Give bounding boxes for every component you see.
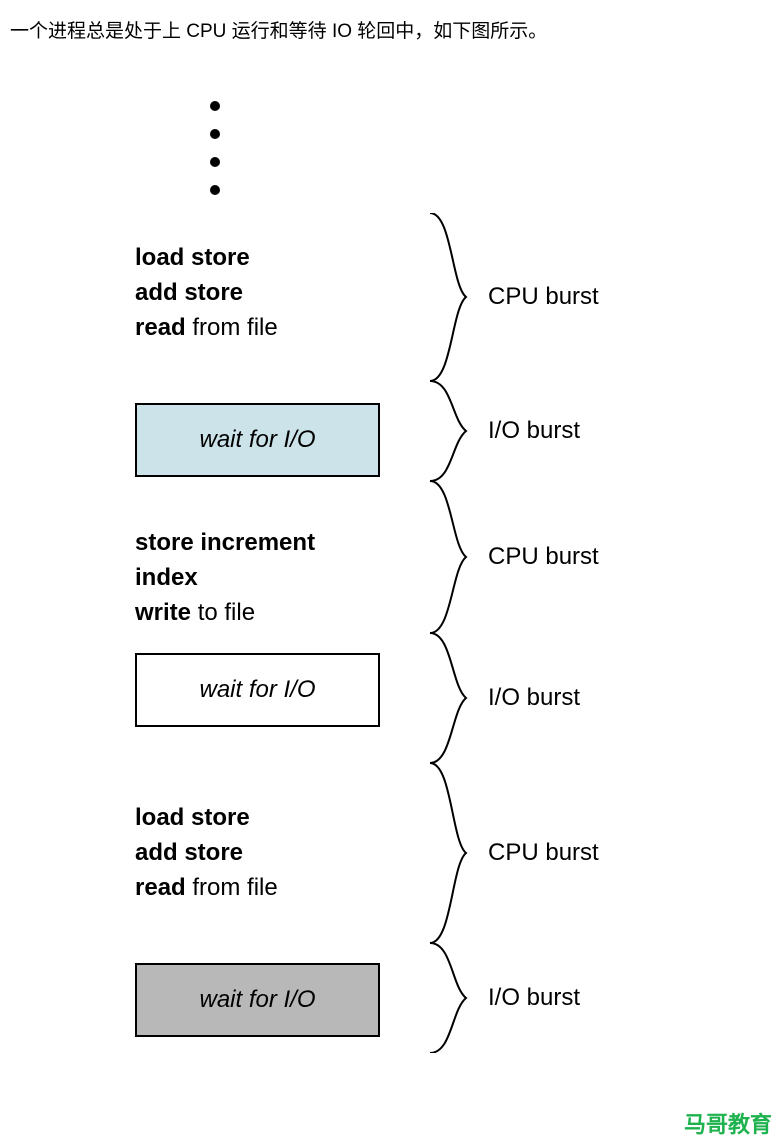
cpu-burst-block: store incrementindexwrite to file [135, 508, 315, 648]
brace-icon [430, 481, 470, 633]
cpu-burst-block: load storeadd storeread from file [135, 783, 278, 923]
io-burst-label: I/O burst [488, 417, 580, 445]
brace-icon [430, 943, 470, 1053]
intro-text: 一个进程总是处于上 CPU 运行和等待 IO 轮回中，如下图所示。 [0, 0, 780, 43]
diagram-left-column: load storeadd storeread from filewait fo… [0, 83, 430, 213]
brace-group: CPU burst [430, 763, 760, 943]
brace-icon [430, 633, 470, 763]
brace-group: I/O burst [430, 943, 760, 1053]
brace-group: CPU burst [430, 213, 760, 381]
cpu-burst-block: load storeadd storeread from file [135, 223, 278, 363]
cpu-burst-label: CPU burst [488, 839, 599, 867]
cpu-burst-label: CPU burst [488, 543, 599, 571]
brace-group: I/O burst [430, 381, 760, 481]
burst-diagram: load storeadd storeread from file wait fo… [0, 83, 780, 1143]
brace-group: I/O burst [430, 633, 760, 763]
ellipsis-dots-bottom [0, 185, 430, 195]
brace-icon [430, 763, 470, 943]
io-burst-label: I/O burst [488, 984, 580, 1012]
watermark-text: 马哥教育 [684, 1107, 772, 1139]
cpu-burst-label: CPU burst [488, 283, 599, 311]
ellipsis-dots-top [0, 101, 430, 167]
io-burst-box: wait for I/O [135, 963, 380, 1037]
io-burst-box: wait for I/O [135, 653, 380, 727]
brace-group: CPU burst [430, 481, 760, 633]
io-burst-box: wait for I/O [135, 403, 380, 477]
io-burst-label: I/O burst [488, 684, 580, 712]
brace-icon [430, 213, 470, 381]
brace-icon [430, 381, 470, 481]
